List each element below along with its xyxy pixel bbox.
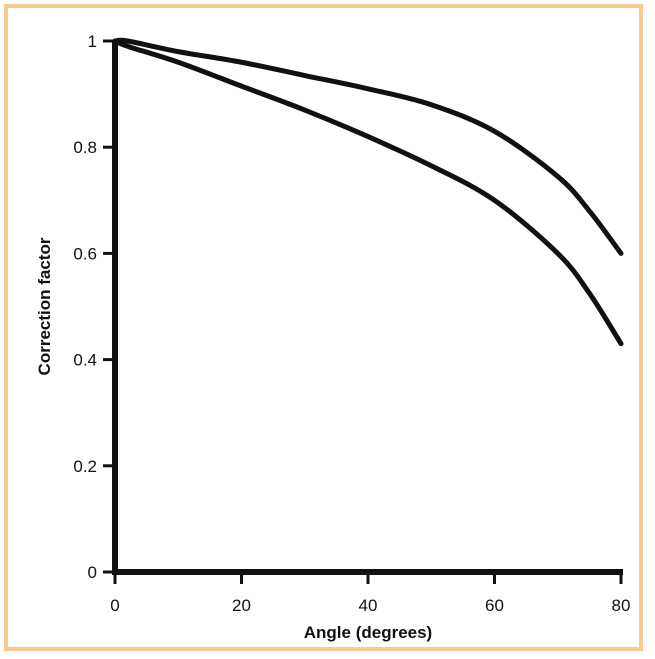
x-tick-label: 0 [110, 596, 119, 615]
y-tick-label: 1 [88, 32, 97, 51]
y-tick-label: 0.4 [73, 351, 97, 370]
y-tick-label: 0.8 [73, 138, 97, 157]
x-tick-label: 80 [612, 596, 631, 615]
series-group [112, 37, 624, 347]
y-axis-label: Correction factor [35, 237, 54, 375]
x-axis-label: Angle (degrees) [304, 623, 432, 642]
x-tick-label: 20 [232, 596, 251, 615]
y-tick-label: 0.6 [73, 244, 97, 263]
axes-group: 0 0.2 0.4 0.6 0.8 1 0 20 40 60 80 [73, 32, 630, 615]
y-tick-label: 0 [88, 563, 97, 582]
chart-frame [4, 4, 643, 651]
series-line-1 [112, 37, 624, 256]
x-tick-label: 60 [485, 596, 504, 615]
x-tick-label: 40 [359, 596, 378, 615]
series-line-2 [112, 38, 624, 347]
y-tick-label: 0.2 [73, 457, 97, 476]
